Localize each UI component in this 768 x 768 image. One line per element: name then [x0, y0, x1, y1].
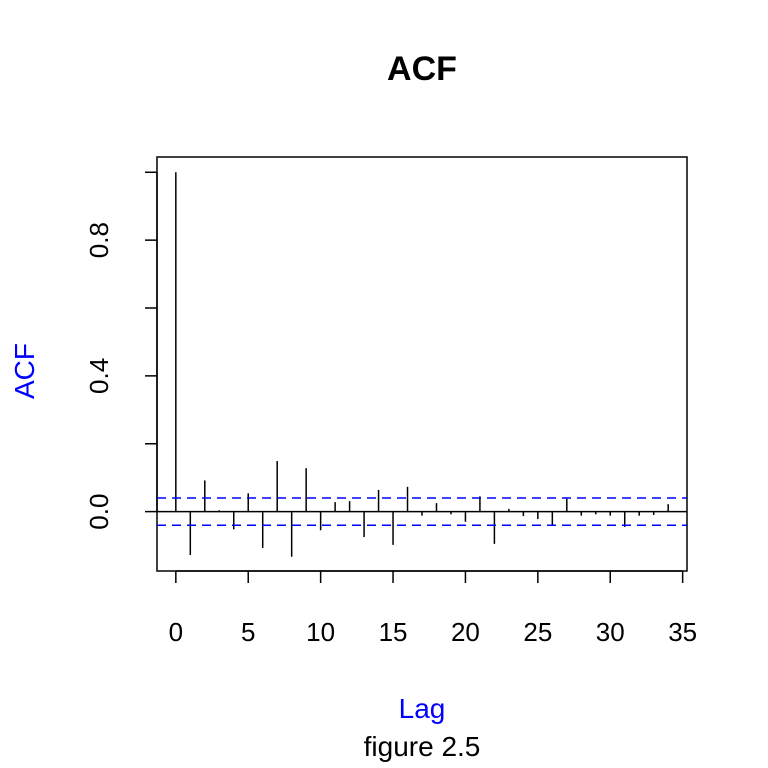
y-axis-label: ACF [9, 343, 40, 399]
x-tick-label: 30 [596, 617, 625, 647]
x-tick-label: 25 [523, 617, 552, 647]
y-tick-label: 0.4 [84, 358, 114, 394]
x-tick-label: 15 [379, 617, 408, 647]
confidence-bands [157, 497, 687, 526]
x-tick-label: 0 [169, 617, 183, 647]
acf-bars [175, 172, 669, 557]
x-tick-label: 10 [306, 617, 335, 647]
x-axis: 0 5 10 15 20 25 30 35 [169, 570, 697, 647]
x-tick-label: 35 [668, 617, 697, 647]
y-tick-label: 0.8 [84, 222, 114, 258]
x-axis-label: Lag [399, 693, 446, 724]
y-axis: 0.0 0.4 0.8 [84, 171, 158, 530]
plot-frame [156, 156, 688, 572]
y-tick-label: 0.0 [84, 494, 114, 530]
figure-caption: figure 2.5 [364, 731, 481, 762]
x-tick-label: 20 [451, 617, 480, 647]
chart-title: ACF [387, 50, 457, 88]
x-tick-label: 5 [241, 617, 255, 647]
